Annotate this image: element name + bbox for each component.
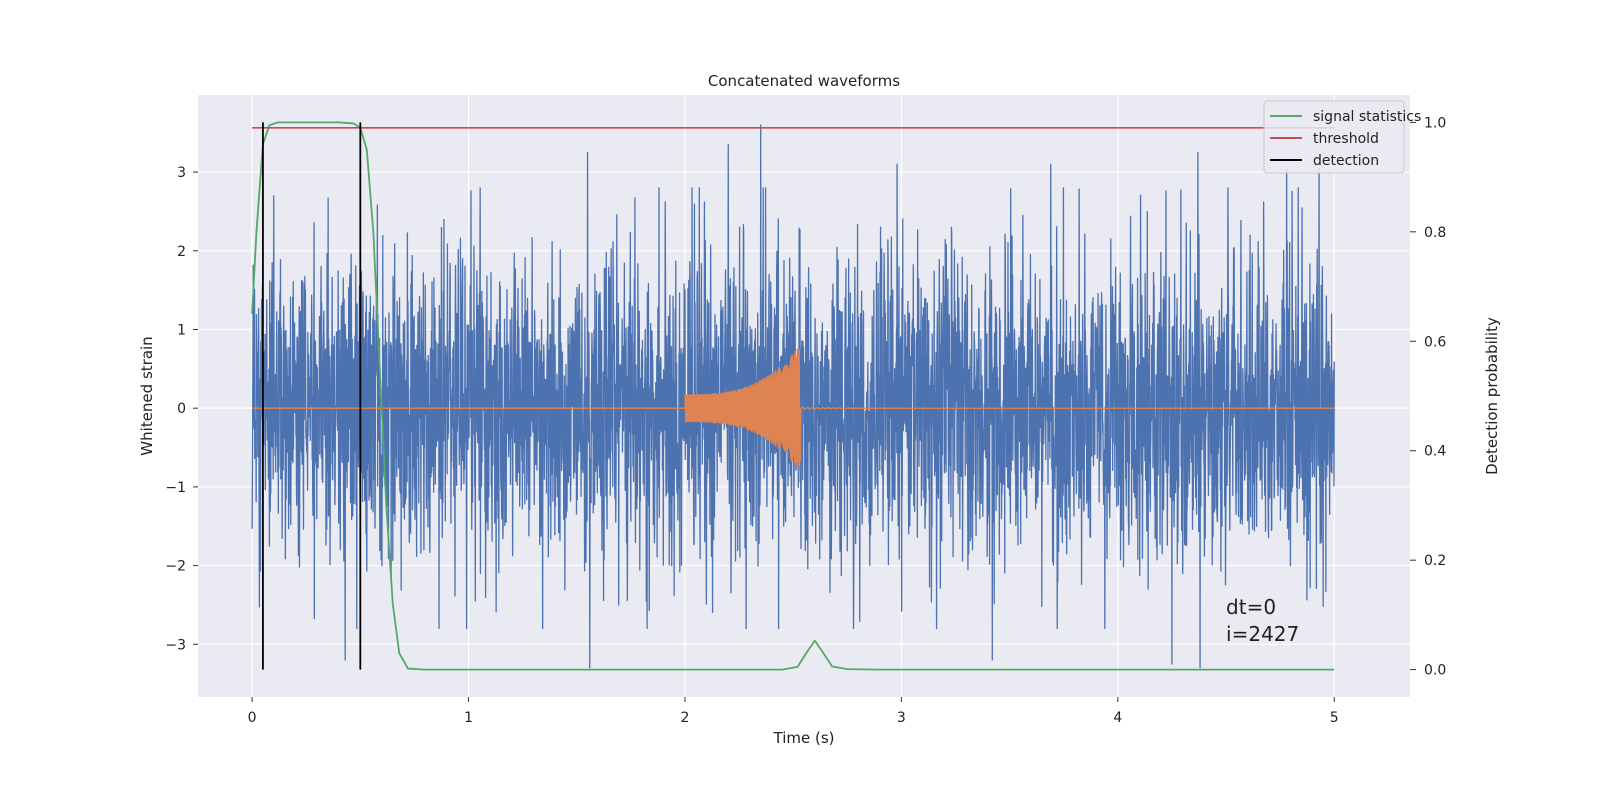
x-tick-label: 3 bbox=[897, 710, 906, 726]
y-axis-label: Whitened strain bbox=[138, 336, 156, 455]
legend-label: signal statistics bbox=[1313, 109, 1421, 125]
x-tick-label: 1 bbox=[464, 710, 473, 726]
legend-label: threshold bbox=[1313, 131, 1379, 147]
chirp-waveform-line bbox=[252, 348, 1335, 471]
axes: 0 1 2 3 4 5 −3 −2 −1 0 1 2 3 0.0 0.2 0.4 0.6 0.8 1.0 bbox=[165, 115, 1446, 726]
y-tick-label: −1 bbox=[165, 480, 186, 496]
annotation-dt: dt=0 bbox=[1226, 594, 1277, 619]
y-tick-label: −2 bbox=[165, 559, 186, 575]
y-tick-label: 3 bbox=[177, 165, 186, 181]
y-tick-label: −3 bbox=[165, 637, 186, 653]
annotation-index: i=2427 bbox=[1226, 622, 1300, 647]
x-tick-label: 2 bbox=[681, 710, 690, 726]
x-tick-label: 5 bbox=[1330, 710, 1339, 726]
y-tick-label: 2 bbox=[177, 244, 186, 260]
chart-title: Concatenated waveforms bbox=[708, 72, 900, 90]
series-layer bbox=[251, 121, 1335, 671]
y-tick-label: 1 bbox=[177, 323, 186, 339]
legend-box bbox=[1263, 100, 1405, 174]
y2-tick-label: 0.8 bbox=[1424, 225, 1446, 241]
x-tick-label: 4 bbox=[1113, 710, 1122, 726]
x-tick-label: 0 bbox=[248, 710, 257, 726]
strain-noise-line bbox=[251, 124, 1335, 669]
legend-label: detection bbox=[1313, 153, 1379, 169]
y2-tick-label: 0.6 bbox=[1424, 334, 1446, 350]
y-tick-label: 0 bbox=[177, 401, 186, 417]
y2-tick-label: 0.4 bbox=[1424, 444, 1446, 460]
signal-statistics-line bbox=[251, 121, 1335, 671]
y2-axis-label: Detection probability bbox=[1483, 317, 1501, 475]
y2-tick-label: 0.0 bbox=[1424, 663, 1446, 679]
y2-tick-label: 0.2 bbox=[1424, 553, 1446, 569]
y2-tick-label: 1.0 bbox=[1424, 115, 1446, 131]
x-axis-label: Time (s) bbox=[773, 729, 835, 747]
series-group bbox=[251, 121, 1335, 671]
legend: signal statistics threshold detection bbox=[1263, 100, 1421, 174]
grid bbox=[198, 95, 1410, 697]
